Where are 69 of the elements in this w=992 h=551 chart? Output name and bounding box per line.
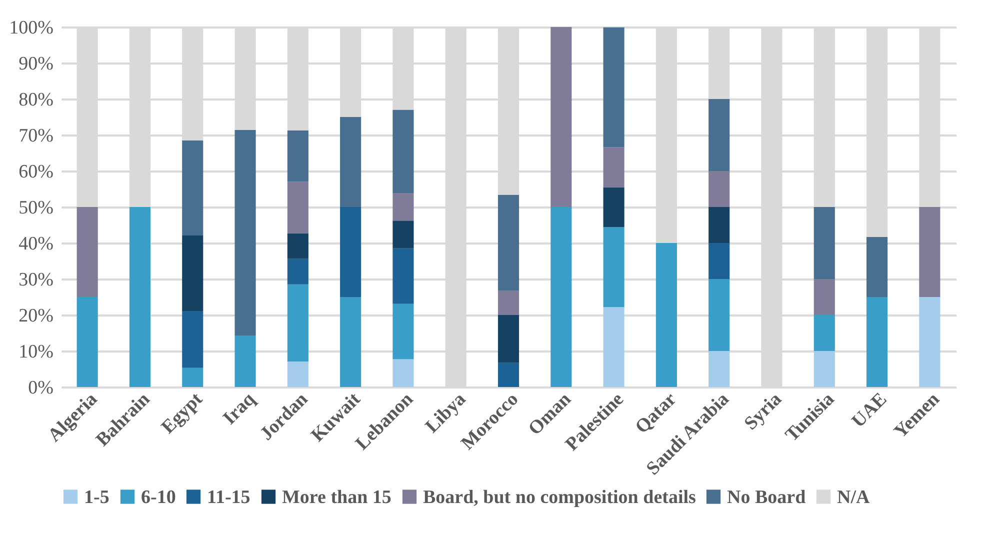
bar [392,192,414,221]
bar [550,207,572,387]
bar [129,207,150,387]
bar [866,297,888,387]
bar [392,220,414,248]
y-tick-label: 90% [18,54,54,74]
bar [708,243,730,279]
bar [182,311,204,368]
bar [287,233,308,259]
bar [603,227,624,308]
legend-label: 11-15 [207,486,250,508]
legend-label: More than 15 [282,486,392,508]
bar [603,307,624,387]
bar [287,258,308,284]
y-tick-label: 10% [18,342,54,362]
bar [498,362,520,387]
bar [287,284,308,362]
y-tick-label: 50% [18,198,54,218]
y-tick-label: 70% [18,126,54,146]
bar [234,130,256,336]
bar [866,236,888,297]
bar [498,315,520,363]
y-tick-label: 30% [18,270,54,290]
legend-label: 6-10 [141,486,176,508]
bar [919,297,940,387]
bar [392,110,414,193]
bar [392,248,414,304]
bar [76,207,98,297]
bar [603,27,624,148]
bar [234,336,256,387]
legend-label: 1-5 [84,486,110,508]
x-tick-label: Iraq [219,388,260,430]
bar [814,315,835,351]
bar [708,99,730,171]
legend-label: Board, but no composition details [423,486,696,508]
bar [814,351,835,387]
bar [392,359,414,387]
bar [392,304,414,360]
bar [919,207,940,297]
bar [287,182,308,234]
y-tick-label: 100% [9,18,54,38]
bar [603,147,624,188]
bar [708,171,730,207]
bar [498,290,520,315]
bar [340,297,362,387]
y-tick-label: 40% [18,234,54,254]
y-tick-label: 20% [18,306,54,326]
y-tick-label: 60% [18,162,54,182]
bar [182,235,204,312]
y-tick-label: 80% [18,90,54,110]
bar [708,279,730,351]
y-tick-label: 0% [28,378,54,398]
bar [287,130,308,182]
bar [603,187,624,228]
bar [182,368,204,387]
bar [656,243,677,387]
bar [708,207,730,243]
bar [340,207,362,297]
legend-label: No Board [727,486,806,508]
legend-label: N/A [837,486,870,508]
bar [814,207,835,279]
bar [287,361,308,387]
bar [708,351,730,387]
bar [76,297,98,387]
bar [550,27,572,207]
bar [498,194,520,291]
bar [340,117,362,207]
bar [814,279,835,315]
bar [182,140,204,236]
